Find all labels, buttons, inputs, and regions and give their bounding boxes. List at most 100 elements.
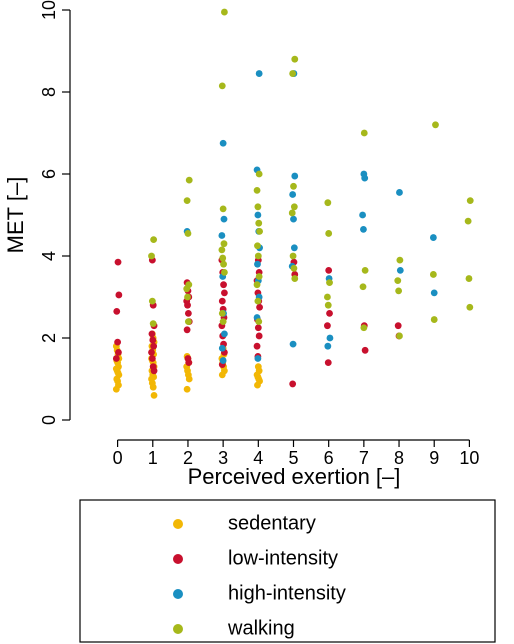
data-point <box>219 139 227 147</box>
data-point <box>254 242 261 250</box>
data-point <box>185 176 193 184</box>
data-point <box>429 234 437 241</box>
data-point <box>324 342 332 350</box>
data-point <box>325 230 333 237</box>
x-tick-label: 10 <box>459 448 479 468</box>
legend-marker <box>173 554 183 564</box>
data-point <box>324 301 332 309</box>
x-tick-label: 9 <box>429 448 439 468</box>
data-point <box>255 332 263 340</box>
data-point <box>148 252 155 260</box>
data-point <box>464 217 472 225</box>
data-point <box>150 392 158 399</box>
data-point <box>360 324 368 332</box>
plot-area <box>112 8 474 399</box>
data-point <box>359 211 366 219</box>
data-point <box>432 121 439 129</box>
data-point <box>290 264 298 272</box>
data-point <box>185 375 193 383</box>
legend-marker <box>173 519 183 529</box>
data-point <box>254 252 262 260</box>
data-point <box>430 316 438 323</box>
x-tick-label: 4 <box>253 448 263 468</box>
data-point <box>361 266 369 274</box>
data-point <box>255 273 263 280</box>
data-point <box>253 187 261 194</box>
y-tick-label: 2 <box>39 333 59 343</box>
legend-marker <box>173 589 183 599</box>
data-point <box>429 271 437 278</box>
data-point <box>221 8 228 16</box>
data-point <box>148 348 155 356</box>
data-point <box>114 338 121 346</box>
x-axis-ticks: 0 1 2 3 4 5 6 7 8 9 10 <box>113 440 479 468</box>
data-point <box>288 209 296 217</box>
data-point <box>183 197 191 205</box>
data-point <box>324 199 332 207</box>
y-tick-label: 4 <box>39 251 59 261</box>
data-point <box>254 355 262 362</box>
data-point <box>290 182 297 190</box>
data-point <box>220 281 227 289</box>
data-point <box>185 359 193 366</box>
data-point <box>430 289 438 297</box>
data-point <box>255 318 263 325</box>
data-point <box>184 310 192 317</box>
data-point <box>219 254 227 262</box>
data-point <box>324 293 331 301</box>
data-point <box>183 326 191 334</box>
data-point <box>466 197 474 205</box>
x-tick-label: 8 <box>394 448 404 468</box>
data-point <box>149 320 157 328</box>
data-point <box>360 129 368 137</box>
data-point <box>149 383 157 391</box>
data-point <box>218 344 226 352</box>
x-tick-label: 1 <box>148 448 158 468</box>
data-point <box>324 322 331 330</box>
data-point <box>221 330 228 338</box>
legend: sedentary low-intensity high-intensity walk… <box>173 512 346 639</box>
data-point <box>291 55 299 63</box>
data-point <box>254 203 262 211</box>
data-point <box>254 381 261 389</box>
data-point <box>220 260 227 268</box>
data-point <box>148 355 156 362</box>
data-point <box>325 266 333 274</box>
y-axis-ticks: 0 2 4 6 8 10 <box>39 0 70 425</box>
data-point <box>219 357 227 364</box>
data-point <box>256 303 263 311</box>
data-point <box>361 174 369 182</box>
data-point <box>220 215 228 223</box>
data-point <box>289 191 297 198</box>
data-point <box>150 367 158 375</box>
data-point <box>148 330 156 338</box>
data-point <box>289 340 297 348</box>
data-point <box>324 359 332 366</box>
data-point <box>291 275 299 282</box>
data-point <box>360 225 367 233</box>
y-tick-label: 10 <box>39 0 59 20</box>
data-point <box>289 380 297 388</box>
y-axis-title: MET [–] <box>3 177 28 254</box>
data-point <box>183 285 191 293</box>
series-walking <box>148 8 474 340</box>
data-point <box>291 172 299 180</box>
data-point <box>359 283 367 291</box>
data-point <box>115 348 122 356</box>
data-point <box>218 371 226 379</box>
legend-marker <box>173 624 183 634</box>
data-point <box>254 324 262 332</box>
x-axis-title: Perceived exertion [–] <box>188 464 401 489</box>
data-point <box>148 297 156 305</box>
data-point <box>183 385 191 393</box>
data-point <box>218 246 226 254</box>
data-point <box>254 211 262 219</box>
data-point <box>394 322 402 330</box>
data-point <box>221 269 228 276</box>
legend-label: walking <box>227 617 295 639</box>
data-point <box>256 228 263 235</box>
data-point <box>219 318 227 325</box>
x-tick-label: 5 <box>288 448 298 468</box>
legend-label: sedentary <box>228 512 316 534</box>
x-tick-label: 3 <box>218 448 228 468</box>
